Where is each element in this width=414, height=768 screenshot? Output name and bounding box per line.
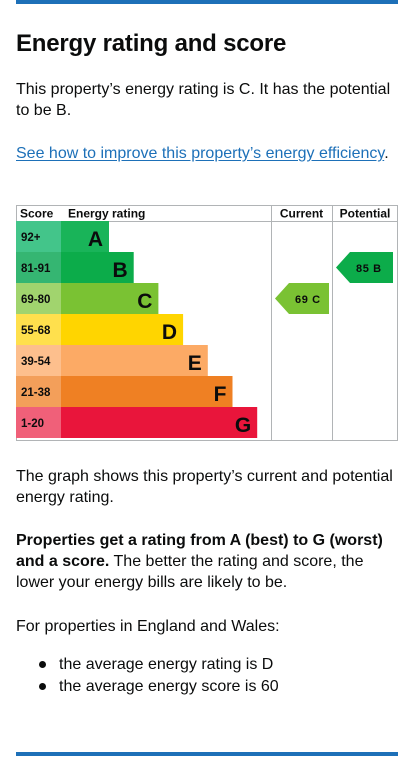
improve-efficiency-link[interactable]: See how to improve this property’s energ… — [16, 145, 385, 162]
list-item: the average energy rating is D — [16, 654, 279, 675]
band-score-cell-f — [16, 376, 61, 407]
page-title: Energy rating and score — [16, 30, 287, 57]
link-suffix: . — [384, 145, 389, 162]
chart-arrows: 69 C 85 B — [275, 252, 393, 314]
band-bar-c — [61, 283, 159, 314]
current-rating-arrow — [275, 283, 329, 314]
band-bar-a — [61, 221, 109, 252]
band-range-e: 39-54 — [21, 356, 51, 368]
header-current: Current — [280, 207, 323, 221]
band-score-cell-b — [16, 252, 61, 283]
top-section-rule — [16, 0, 398, 4]
rating-summary: This property’s energy rating is C. It h… — [16, 81, 391, 119]
energy-rating-chart: Score Energy rating Current Potential 92+ A 8… — [16, 205, 398, 441]
band-letter-d: D — [162, 321, 177, 344]
current-rating-label: 69 C — [295, 294, 321, 306]
header-score: Score — [20, 207, 54, 221]
band-range-g: 1-20 — [21, 418, 44, 430]
band-range-a: 92+ — [21, 232, 41, 244]
band-bar-e — [61, 345, 208, 376]
band-bar-b — [61, 252, 134, 283]
header-energy-rating: Energy rating — [68, 207, 145, 221]
band-score-cell-e — [16, 345, 61, 376]
band-score-cell-g — [16, 407, 61, 438]
list-item: the average energy score is 60 — [16, 676, 279, 697]
band-letter-a: A — [88, 228, 103, 251]
header-potential: Potential — [340, 207, 391, 221]
band-letter-c: C — [137, 290, 152, 313]
band-score-cell-a — [16, 221, 61, 252]
band-score-cell-c — [16, 283, 61, 314]
band-range-b: 81-91 — [21, 263, 51, 275]
band-range-c: 69-80 — [21, 294, 50, 306]
band-score-cell-d — [16, 314, 61, 345]
band-letter-f: F — [214, 383, 227, 406]
chart-bands: 92+ A 81-91 B 69-80 C 55-68 D 39-54 E 21-38 F 1-20 G — [16, 221, 258, 438]
band-range-d: 55-68 — [21, 325, 51, 337]
chart-headers: Score Energy rating Current Potential — [20, 207, 390, 221]
rating-explanation-bold: Properties get a rating from A (best) to… — [16, 532, 383, 570]
bottom-section-rule — [16, 752, 398, 756]
improve-link-paragraph: See how to improve this property’s energ… — [16, 143, 398, 164]
band-letter-g: G — [235, 414, 251, 437]
average-stats-list: the average energy rating is D the avera… — [16, 654, 279, 698]
rating-explanation-rest: The better the rating and score, the low… — [16, 553, 364, 591]
potential-rating-arrow — [336, 252, 393, 283]
band-bar-d — [61, 314, 184, 345]
band-letter-e: E — [188, 352, 202, 375]
rating-explanation: Properties get a rating from A (best) to… — [16, 530, 398, 593]
graph-explanation: The graph shows this property’s current … — [16, 468, 393, 506]
band-bar-f — [61, 376, 233, 407]
england-wales-intro: For properties in England and Wales: — [16, 618, 280, 635]
potential-rating-label: 85 B — [356, 263, 382, 275]
band-letter-b: B — [113, 259, 128, 282]
band-bar-g — [61, 407, 258, 438]
band-range-f: 21-38 — [21, 387, 51, 399]
